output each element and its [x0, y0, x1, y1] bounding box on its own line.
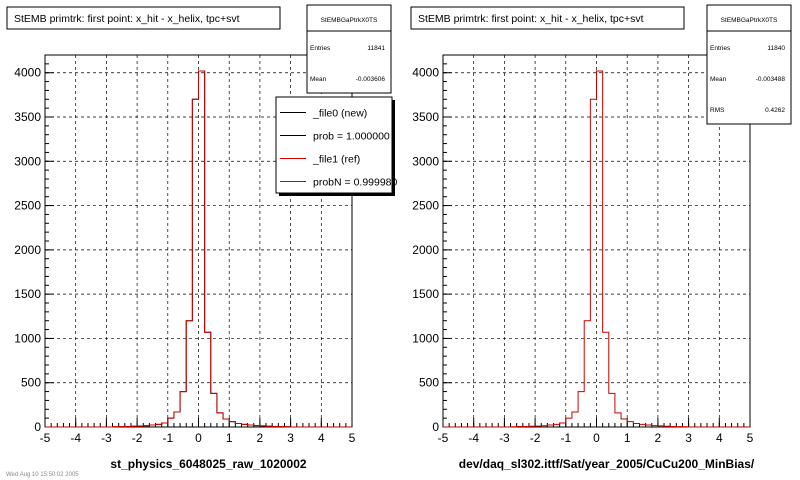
x-tick-label: -3: [101, 431, 112, 445]
x-tick-label: -2: [530, 431, 541, 445]
x-tick-label: -5: [40, 431, 51, 445]
histogram-series-0: [443, 70, 750, 428]
y-tick-label: 4000: [412, 66, 439, 80]
x-tick-label: -2: [132, 431, 143, 445]
x-tick-label: -4: [70, 431, 81, 445]
x-tick-label: -1: [560, 431, 571, 445]
y-tick-label: 1500: [14, 287, 41, 301]
y-tick-label: 4000: [14, 66, 41, 80]
y-tick-label: 2500: [412, 199, 439, 213]
x-tick-label: -4: [468, 431, 479, 445]
stats-value: 0.4262: [765, 107, 785, 114]
y-tick-label: 3500: [14, 110, 41, 124]
x-tick-label: -3: [499, 431, 510, 445]
title-box: [410, 6, 685, 30]
legend-label: prob = 1.000000: [313, 131, 390, 143]
x-tick-label: 4: [716, 431, 723, 445]
legend-label: probN = 0.999980: [313, 177, 398, 189]
right-histogram-panel: -5 -4 -3 -2 -1 0 1 2 3 4 5 0 500 1000 1500 2000 2500 3000…: [410, 4, 792, 471]
x-tick-label: -1: [162, 431, 173, 445]
y-tick-label: 2000: [14, 243, 41, 257]
y-tick-label: 2000: [412, 243, 439, 257]
legend-label: _file1 (ref): [312, 154, 360, 166]
x-tick-label: 1: [624, 431, 631, 445]
y-tick-label: 0: [432, 420, 439, 434]
histogram-series-1: [45, 70, 352, 428]
x-tick-label: 2: [257, 431, 264, 445]
legend-label: _file0 (new): [312, 108, 367, 120]
stats-name: StEMBGaPtrkX0TS: [321, 17, 378, 24]
stats-label: Mean: [310, 76, 327, 83]
y-tick-label: 500: [21, 376, 41, 390]
y-tick-label: 500: [419, 376, 439, 390]
y-tick-label: 1000: [14, 331, 41, 345]
stats-label: Entries: [310, 45, 331, 52]
x-tick-label: 5: [747, 431, 754, 445]
stats-value: 11840: [767, 45, 785, 52]
x-tick-label: 0: [593, 431, 600, 445]
y-tick-label: 3000: [14, 154, 41, 168]
x-axis-title: dev/daq_sl302.ittf/Sat/year_2005/CuCu200…: [459, 457, 755, 471]
stats-label: Mean: [710, 76, 727, 83]
stats-box: [706, 4, 792, 125]
x-tick-label: 2: [655, 431, 662, 445]
y-tick-label: 0: [34, 420, 41, 434]
x-tick-label: 5: [349, 431, 356, 445]
left-histogram-panel: -5 -4 -3 -2 -1 0 1 2 3 4 5 0 500 1000 1500 2000 2500 3000…: [6, 4, 398, 471]
x-tick-label: 3: [287, 431, 294, 445]
stats-value: -0.003606: [356, 76, 386, 83]
chart-title: StEMB primtrk: first point: x_hit - x_he…: [14, 13, 240, 25]
x-axis-title: st_physics_6048025_raw_1020002: [110, 457, 306, 471]
x-tick-label: 0: [195, 431, 202, 445]
stats-value: 11841: [367, 45, 385, 52]
x-tick-label: 1: [226, 431, 233, 445]
stats-label: Entries: [710, 45, 731, 52]
x-tick-label: -5: [438, 431, 449, 445]
stats-box: [306, 4, 392, 94]
y-tick-label: 3500: [412, 110, 439, 124]
y-tick-label: 2500: [14, 199, 41, 213]
y-tick-label: 3000: [412, 154, 439, 168]
footer-timestamp: Wed Aug 10 15:50:02 2005: [6, 472, 79, 478]
x-tick-label: 3: [685, 431, 692, 445]
y-tick-label: 1000: [412, 331, 439, 345]
title-box: [6, 6, 281, 30]
x-tick-label: 4: [318, 431, 325, 445]
stats-value: -0.003488: [756, 76, 786, 83]
stats-name: StEMBGaPtrkX0TS: [721, 17, 778, 24]
stats-label: RMS: [710, 107, 725, 114]
y-tick-label: 1500: [412, 287, 439, 301]
chart-title: StEMB primtrk: first point: x_hit - x_he…: [418, 13, 644, 25]
